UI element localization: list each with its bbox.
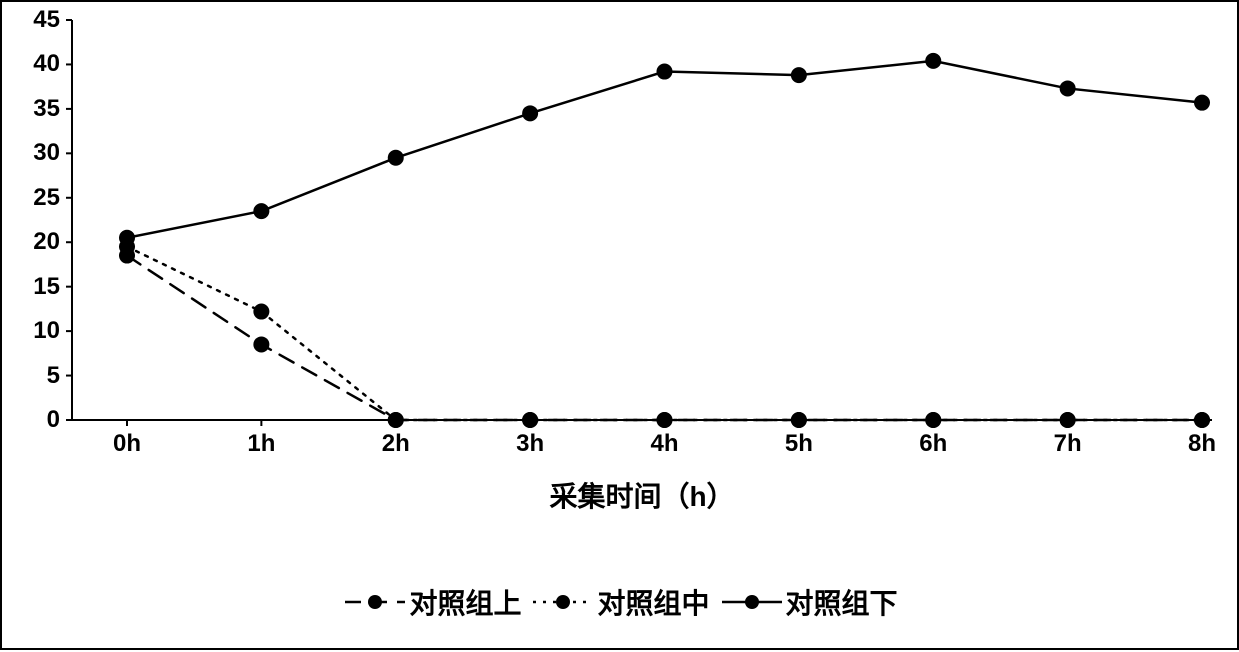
legend-label: 对照组上 — [409, 582, 521, 622]
x-tick-label: 8h — [1188, 430, 1216, 458]
y-tick-label: 10 — [2, 317, 60, 345]
y-tick-label: 15 — [2, 273, 60, 301]
chart-container: 0 5 10 15 20 25 30 35 40 45 0h 1h 2h 3h 4h 5h 6h 7h 8h 采集… — [0, 0, 1239, 650]
y-tick-label: 0 — [2, 406, 60, 434]
legend-swatch — [722, 592, 782, 612]
data-marker — [253, 336, 269, 352]
data-marker — [522, 105, 538, 121]
y-tick-label: 25 — [2, 184, 60, 212]
legend-label: 对照组中 — [597, 582, 709, 622]
data-marker — [791, 67, 807, 83]
data-marker — [1060, 412, 1076, 428]
data-marker — [253, 203, 269, 219]
y-tick-label: 45 — [2, 6, 60, 34]
series-line — [127, 256, 1202, 420]
legend-item: 对照组上 — [345, 582, 521, 622]
x-tick-label: 5h — [785, 430, 813, 458]
x-tick-label: 6h — [919, 430, 947, 458]
data-marker — [1194, 412, 1210, 428]
x-tick-label: 4h — [650, 430, 678, 458]
data-marker — [253, 304, 269, 320]
x-tick-label: 1h — [247, 430, 275, 458]
data-marker — [522, 412, 538, 428]
data-marker — [657, 64, 673, 80]
legend: 对照组上 对照组中 对照组下 — [2, 582, 1239, 622]
legend-label: 对照组下 — [786, 582, 898, 622]
chart-svg — [2, 2, 1239, 652]
data-marker — [388, 412, 404, 428]
y-tick-label: 40 — [2, 50, 60, 78]
y-tick-label: 5 — [2, 362, 60, 390]
data-marker — [791, 412, 807, 428]
legend-item: 对照组下 — [722, 582, 898, 622]
series-line — [127, 247, 1202, 420]
legend-swatch — [533, 592, 593, 612]
data-marker — [388, 150, 404, 166]
legend-swatch — [345, 592, 405, 612]
y-tick-label: 30 — [2, 139, 60, 167]
data-marker — [119, 230, 135, 246]
series-line — [127, 61, 1202, 238]
data-marker — [925, 53, 941, 69]
x-tick-label: 0h — [113, 430, 141, 458]
data-marker — [1194, 95, 1210, 111]
data-marker — [657, 412, 673, 428]
x-axis-title: 采集时间（h） — [72, 475, 1212, 515]
y-tick-label: 35 — [2, 95, 60, 123]
x-tick-label: 2h — [382, 430, 410, 458]
legend-item: 对照组中 — [533, 582, 709, 622]
data-marker — [1060, 80, 1076, 96]
data-marker — [925, 412, 941, 428]
x-tick-label: 3h — [516, 430, 544, 458]
x-tick-label: 7h — [1054, 430, 1082, 458]
y-tick-label: 20 — [2, 228, 60, 256]
